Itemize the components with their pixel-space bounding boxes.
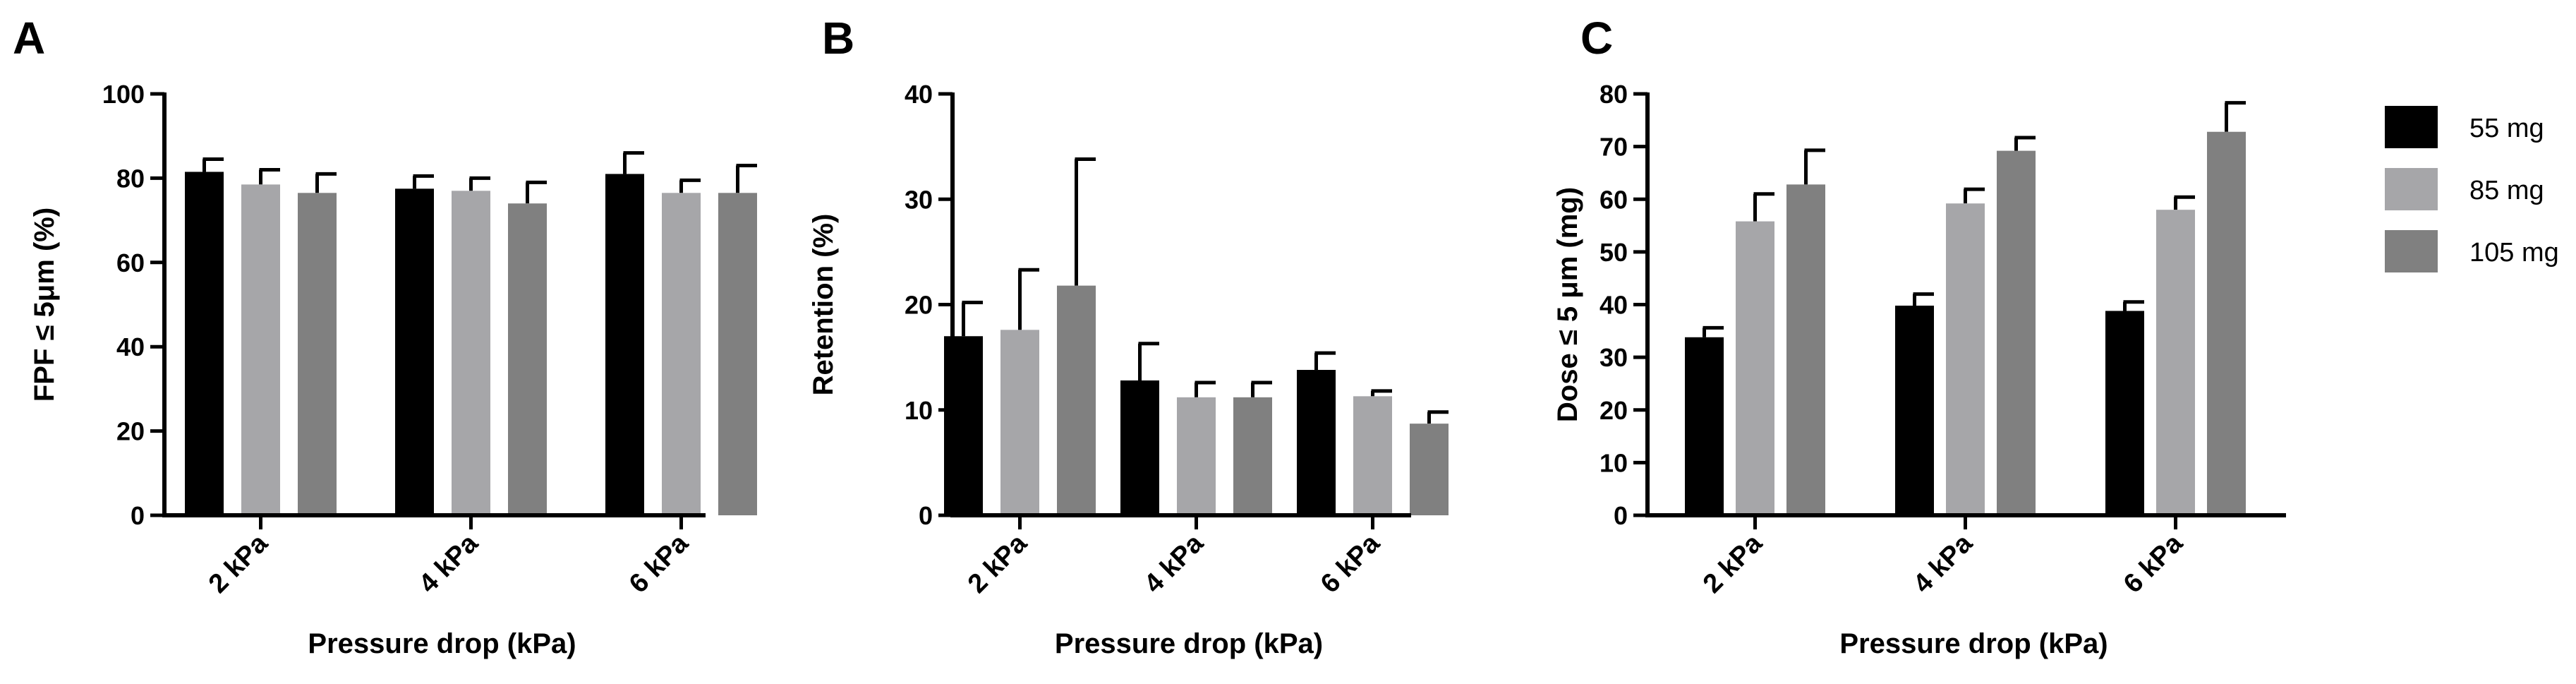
y-tick-label: 10 [905, 396, 933, 425]
legend-swatch-105-mg [2385, 230, 2438, 272]
y-tick-label: 0 [1614, 501, 1628, 530]
bar-105-mg-4-kpa [1233, 397, 1272, 515]
y-tick-label: 20 [905, 291, 933, 320]
x-tick-label: 6 kPa [2118, 528, 2189, 599]
bar-55-mg-2-kpa [1685, 337, 1724, 515]
legend: 55 mg 85 mg 105 mg [2385, 106, 2559, 272]
bar-55-mg-4-kpa [1895, 305, 1934, 515]
bar-55-mg-6-kpa [605, 174, 644, 515]
bar-85-mg-6-kpa [2156, 210, 2195, 515]
bar-85-mg-4-kpa [452, 191, 490, 515]
bar-55-mg-6-kpa [2105, 311, 2144, 515]
bar-105-mg-6-kpa [1410, 424, 1449, 515]
y-tick-label: 30 [905, 185, 933, 214]
x-tick-label: 6 kPa [624, 528, 695, 599]
bar-105-mg-2-kpa [298, 193, 337, 515]
y-tick-label: 0 [919, 501, 933, 530]
panel-letter: A [13, 13, 45, 64]
y-tick-label: 60 [1600, 185, 1628, 214]
bar-85-mg-2-kpa [241, 184, 280, 515]
bar-105-mg-6-kpa [2207, 131, 2246, 516]
y-tick-label: 10 [1600, 448, 1628, 477]
y-tick-label: 50 [1600, 238, 1628, 267]
panel-a: A 0 20 40 60 80 100 2 kPa 4 kPa 6 kPa Pressure dro… [13, 13, 757, 659]
x-tick-label: 6 kPa [1315, 528, 1386, 599]
x-tick-label: 2 kPa [203, 528, 274, 599]
panel-letter: B [822, 13, 854, 64]
x-tick-label: 2 kPa [962, 528, 1034, 599]
bar-55-mg-2-kpa [944, 336, 983, 515]
bar-105-mg-2-kpa [1057, 285, 1096, 515]
y-tick-label: 40 [1600, 291, 1628, 320]
y-tick-label: 20 [116, 417, 145, 446]
bar-105-mg-2-kpa [1786, 184, 1825, 515]
bar-105-mg-4-kpa [1997, 150, 2036, 516]
y-tick-label: 100 [102, 80, 145, 109]
y-tick-label: 40 [905, 80, 933, 109]
legend-swatch-85-mg [2385, 168, 2438, 210]
y-tick-label: 30 [1600, 343, 1628, 372]
y-tick-label: 40 [116, 332, 145, 361]
panel-b: B 0 10 20 30 40 2 kPa 4 kPa 6 kPa Pressure drop (… [808, 13, 1449, 659]
y-axis-title: Dose ≤ 5 μm (mg) [1552, 187, 1583, 422]
x-axis-title: Pressure drop (kPa) [1839, 628, 2108, 659]
legend-label-85-mg: 85 mg [2469, 176, 2544, 205]
bar-105-mg-6-kpa [718, 193, 757, 515]
x-axis-title: Pressure drop (kPa) [1055, 628, 1323, 659]
x-axis-title: Pressure drop (kPa) [308, 628, 576, 659]
y-tick-label: 80 [116, 164, 145, 193]
legend-swatch-55-mg [2385, 106, 2438, 148]
x-tick-label: 4 kPa [413, 528, 485, 599]
y-tick-label: 80 [1600, 80, 1628, 109]
x-tick-label: 4 kPa [1908, 528, 1979, 599]
bar-55-mg-4-kpa [1120, 380, 1159, 515]
bar-85-mg-4-kpa [1177, 397, 1216, 515]
legend-label-105-mg: 105 mg [2469, 238, 2559, 268]
x-tick-label: 2 kPa [1698, 528, 1769, 599]
panel-letter: C [1580, 13, 1613, 64]
bar-55-mg-6-kpa [1297, 370, 1336, 515]
bar-105-mg-4-kpa [508, 203, 547, 515]
bar-55-mg-4-kpa [395, 188, 434, 515]
bar-85-mg-2-kpa [1736, 221, 1774, 515]
y-tick-label: 60 [116, 248, 145, 277]
y-tick-label: 20 [1600, 396, 1628, 425]
panel-c: C 0 10 20 30 40 50 60 70 80 2 kPa 4 kPa 6 kPa Pressur… [1552, 13, 2286, 659]
bar-55-mg-2-kpa [185, 172, 224, 515]
y-axis-title: FPF ≤ 5μm (%) [29, 208, 60, 402]
y-tick-label: 0 [131, 501, 145, 530]
bar-85-mg-2-kpa [1000, 330, 1039, 515]
bar-85-mg-6-kpa [1353, 396, 1392, 515]
bar-85-mg-6-kpa [662, 193, 701, 515]
legend-label-55-mg: 55 mg [2469, 114, 2544, 143]
x-tick-label: 4 kPa [1139, 528, 1210, 599]
y-axis-title: Retention (%) [808, 214, 839, 396]
bar-85-mg-4-kpa [1946, 203, 1985, 515]
y-tick-label: 70 [1600, 133, 1628, 162]
